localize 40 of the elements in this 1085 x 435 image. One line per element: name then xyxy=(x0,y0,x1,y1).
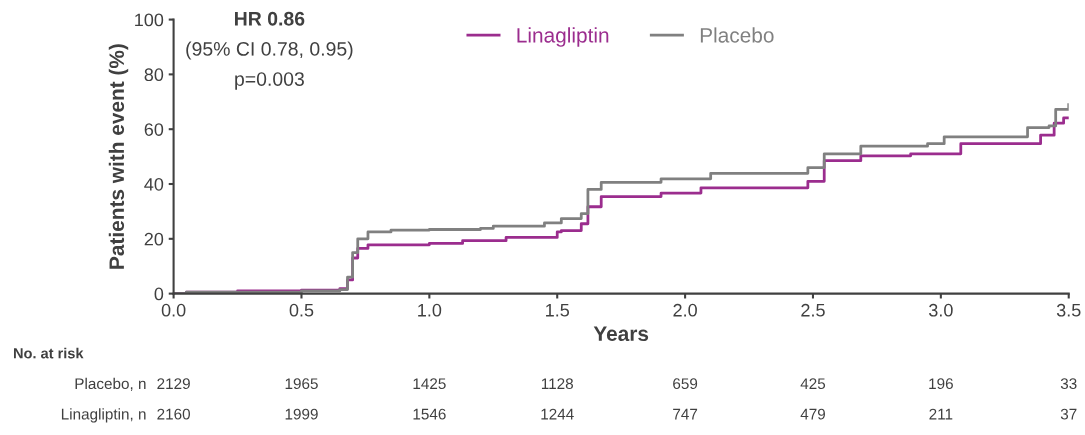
text: 1546 xyxy=(413,408,446,420)
x-tick-label: 1.5 xyxy=(546,304,570,317)
text: 1244 xyxy=(541,408,574,420)
y-tick-label: 20 xyxy=(144,232,164,246)
annotation: p=0.003 xyxy=(235,72,304,90)
text: 1128 xyxy=(541,378,573,390)
x-tick-label: 3.5 xyxy=(1056,303,1081,317)
text: Linagliptin, n xyxy=(61,408,146,423)
text: 479 xyxy=(800,408,825,420)
x-tick-label: 2.5 xyxy=(801,303,825,317)
legend-label: Linagliptin xyxy=(517,27,609,47)
text: 1425 xyxy=(413,378,446,390)
y-axis-title: Patients with event (%) xyxy=(108,44,129,269)
text: 37 xyxy=(1060,408,1077,420)
legend-label: Placebo xyxy=(700,27,774,43)
x-tick-label: 1.0 xyxy=(418,303,442,317)
text: 33 xyxy=(1060,378,1077,390)
text: 211 xyxy=(929,408,953,420)
text: Placebo, n xyxy=(75,377,146,391)
x-axis-title: Years xyxy=(593,326,649,342)
x-tick-label: 0.5 xyxy=(289,303,314,317)
text: 425 xyxy=(800,378,826,390)
x-tick-label: 2.0 xyxy=(673,303,697,317)
text: 2129 xyxy=(157,378,190,390)
text: 1999 xyxy=(285,408,318,420)
x-tick-label: 0.0 xyxy=(161,303,186,317)
annotation: HR 0.86 xyxy=(235,11,305,26)
x-tick-label: 3.0 xyxy=(928,303,953,317)
y-tick-label: 40 xyxy=(144,177,164,191)
y-tick-label: 0 xyxy=(154,287,164,301)
y-tick-label: 100 xyxy=(135,13,164,27)
annotation: (95% CI 0.78, 0.95) xyxy=(186,41,353,60)
text: No. at risk xyxy=(14,347,84,359)
text: 659 xyxy=(673,378,698,390)
text: 1965 xyxy=(285,378,318,390)
text: 2160 xyxy=(157,408,190,420)
text: 747 xyxy=(673,408,698,420)
y-tick-label: 60 xyxy=(144,123,164,136)
y-tick-label: 80 xyxy=(144,68,164,82)
text: 196 xyxy=(929,378,953,390)
